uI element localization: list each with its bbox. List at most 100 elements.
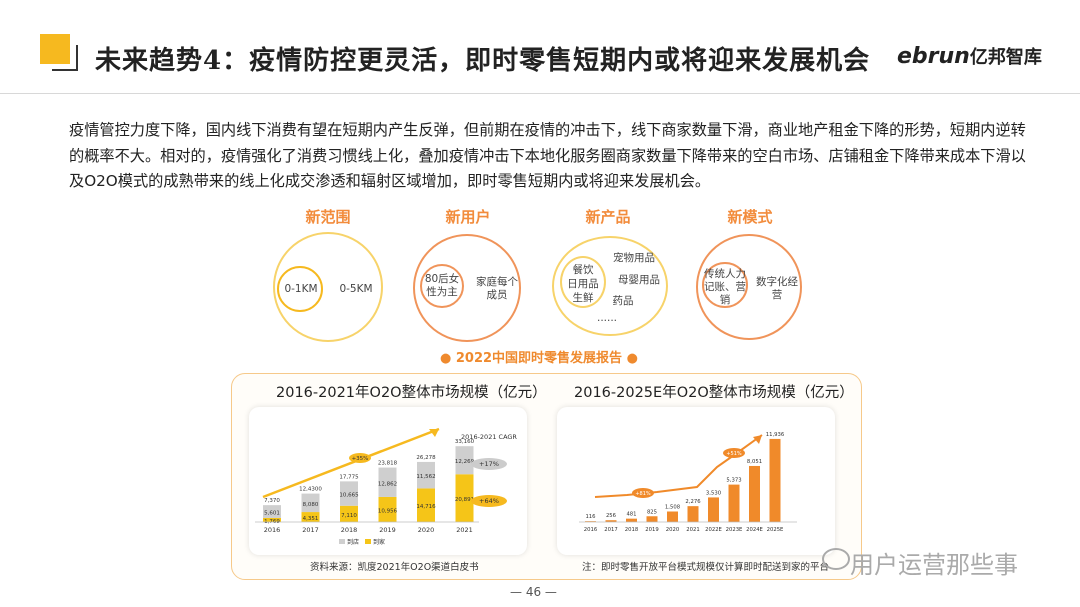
- product-item-food: 餐饮: [572, 264, 594, 276]
- mode-inner-circle: [702, 262, 748, 308]
- product-item-pet: 宠物用品: [613, 252, 655, 264]
- label-2022E: 3,530: [706, 490, 722, 496]
- label-store-2018: 10,665: [339, 493, 359, 499]
- legend-store-swatch: [339, 539, 345, 544]
- left-source-note: 资料来源：凯度2021年O2O渠道白皮书: [310, 562, 479, 573]
- growth-badge-2: [723, 448, 745, 458]
- label-store-2016: 5,601: [264, 511, 280, 517]
- xtick-2022E: 2022E: [705, 527, 722, 533]
- mode-inner-label: 传统人力记账、营销: [704, 268, 746, 306]
- xtick-2017: 2017: [302, 526, 319, 534]
- right-footnote: 注：即时零售开放平台模式规模仅计算即时配送到家的平台: [582, 562, 830, 573]
- category-title-mode: 新模式: [727, 208, 773, 226]
- report-label: ● 2022中国即时零售发展报告 ●: [440, 351, 638, 366]
- bar-store-2021: [455, 446, 474, 475]
- range-outer-label: 0-5KM: [339, 283, 373, 295]
- product-item-fresh: 生鲜: [572, 292, 594, 304]
- brand-name-cn: 亿邦智库: [969, 47, 1042, 68]
- label-store-2019: 12,862: [378, 481, 397, 487]
- label-store-2021: 12,269: [455, 459, 475, 465]
- category-title-range: 新范围: [305, 208, 351, 226]
- label-2025E: 11,936: [766, 432, 785, 438]
- xtick-2018: 2018: [625, 527, 639, 533]
- product-item-baby: 母婴用品: [618, 274, 660, 286]
- product-item-medicine: 药品: [612, 295, 634, 307]
- page-number: — 46 —: [510, 585, 557, 599]
- user-outer-label: 家庭每个成员: [476, 276, 518, 301]
- label-2019: 825: [647, 509, 657, 515]
- label-total-2018: 17,775: [339, 474, 359, 480]
- intro-paragraph: 疫情管控力度下降，国内线下消费有望在短期内产生反弹，但前期在疫情的冲击下，线下商…: [69, 121, 1026, 190]
- left-stacked-bar-chart: 1,7695,6017,37020164,3518,08012,43002017…: [255, 427, 517, 546]
- cagr-store-label: +17%: [479, 460, 499, 468]
- user-outer-circle: [413, 234, 521, 342]
- bar-2024E: [749, 465, 760, 522]
- bar-home-2020: [417, 488, 435, 522]
- label-2021: 2,276: [685, 499, 701, 505]
- label-home-2017: 4,351: [303, 516, 319, 522]
- bar-home-2018: [340, 505, 358, 522]
- xtick-2021: 2021: [456, 526, 473, 534]
- label-home-2020: 14,716: [416, 504, 436, 510]
- xtick-2021: 2021: [686, 527, 699, 533]
- bar-2016: [585, 521, 596, 522]
- xtick-2019: 2019: [379, 526, 396, 534]
- growth-label-1: +81%: [635, 491, 651, 497]
- bar-store-2017: [301, 493, 320, 513]
- bar-store-2016: [263, 505, 281, 518]
- growth-badge: [349, 453, 371, 463]
- growth-line-head: [753, 435, 762, 444]
- category-title-user: 新用户: [445, 208, 491, 226]
- bar-home-2019: [378, 496, 397, 522]
- left-chart-title: 2016-2021年O2O整体市场规模（亿元）: [276, 385, 547, 401]
- label-2018: 481: [626, 512, 636, 518]
- xtick-2025E: 2025E: [767, 527, 784, 533]
- right-chart-card: [557, 407, 835, 555]
- range-outer-circle: [273, 232, 383, 342]
- watermark-text: 用户运营那些事: [850, 551, 1018, 579]
- bar-home-2017: [301, 512, 320, 522]
- cagr-store-badge: [471, 458, 507, 470]
- bar-2025E: [769, 438, 781, 522]
- product-inner-circle: [560, 256, 606, 308]
- label-total-2017: 12,4300: [299, 487, 322, 493]
- legend-home-swatch: [365, 539, 371, 544]
- legend-home-label: 到家: [373, 538, 385, 546]
- brand-name-en: ebrun: [897, 44, 970, 69]
- watermark: 用户运营那些事: [820, 545, 1018, 580]
- range-inner-label: 0-1KM: [284, 283, 318, 295]
- user-inner-circle: [420, 264, 464, 308]
- cagr-home-label: +64%: [479, 497, 499, 505]
- xtick-2020: 2020: [418, 526, 435, 534]
- bar-2020: [667, 511, 678, 522]
- label-2020: 1,508: [665, 505, 681, 511]
- page-title: 未来趋势4：疫情防控更灵活，即时零售短期内或将迎来发展机会: [95, 46, 871, 76]
- bar-2022E: [708, 497, 719, 522]
- xtick-2017: 2017: [604, 527, 617, 533]
- wechat-icon: [822, 548, 850, 570]
- right-bar-chart: 116 2016 256 2017 481 2018 825 2019 1,508 2020 2,2…: [579, 432, 797, 533]
- range-inner-circle: [277, 266, 323, 312]
- label-total-2016: 7,370: [264, 498, 280, 504]
- growth-label: +35%: [352, 456, 369, 462]
- logo-corner-icon: [52, 45, 78, 71]
- growth-label-2: +51%: [726, 451, 742, 457]
- bar-2018: [626, 518, 637, 522]
- legend-store-label: 到店: [347, 538, 359, 546]
- growth-arrow: [262, 427, 440, 499]
- cagr-title: 2016-2021 CAGR: [461, 433, 517, 441]
- xtick-2024E: 2024E: [746, 527, 763, 533]
- cagr-home-badge: [471, 495, 507, 507]
- product-outer-circle: [552, 236, 668, 336]
- brand-logo: ebrun亿邦智库: [897, 43, 1042, 69]
- growth-arrow-head: [429, 429, 439, 437]
- label-home-2021: 20,891: [455, 497, 474, 503]
- label-store-2017: 8,080: [303, 502, 319, 508]
- logo-square-icon: [40, 34, 70, 64]
- xtick-2023E: 2023E: [726, 527, 743, 533]
- label-home-2019: 10,956: [378, 508, 398, 514]
- header-divider: [0, 93, 1080, 94]
- product-item-more: ......: [596, 312, 618, 324]
- xtick-2019: 2019: [645, 527, 658, 533]
- bar-store-2020: [417, 461, 435, 489]
